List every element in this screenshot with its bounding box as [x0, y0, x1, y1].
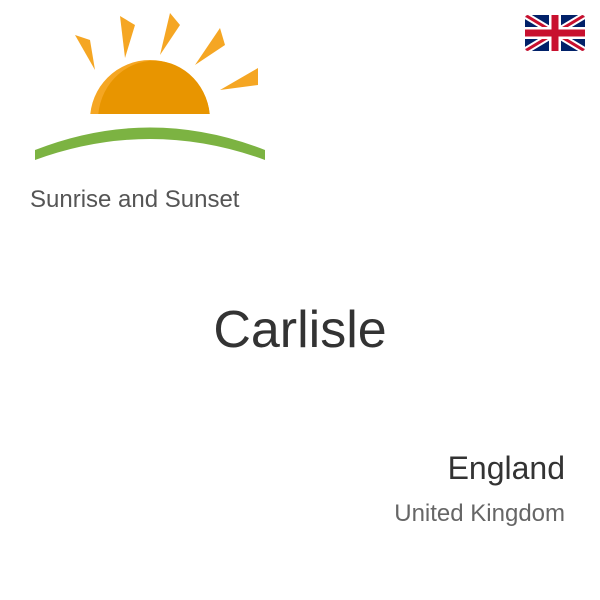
- city-name: Carlisle: [0, 300, 600, 360]
- tagline-text: Sunrise and Sunset: [30, 186, 239, 214]
- sunrise-logo-svg: [20, 10, 280, 190]
- uk-flag-icon: [525, 15, 585, 51]
- country-name: United Kingdom: [394, 500, 565, 528]
- sunrise-logo: [20, 10, 280, 190]
- region-name: England: [448, 450, 565, 487]
- uk-flag-svg: [525, 15, 585, 51]
